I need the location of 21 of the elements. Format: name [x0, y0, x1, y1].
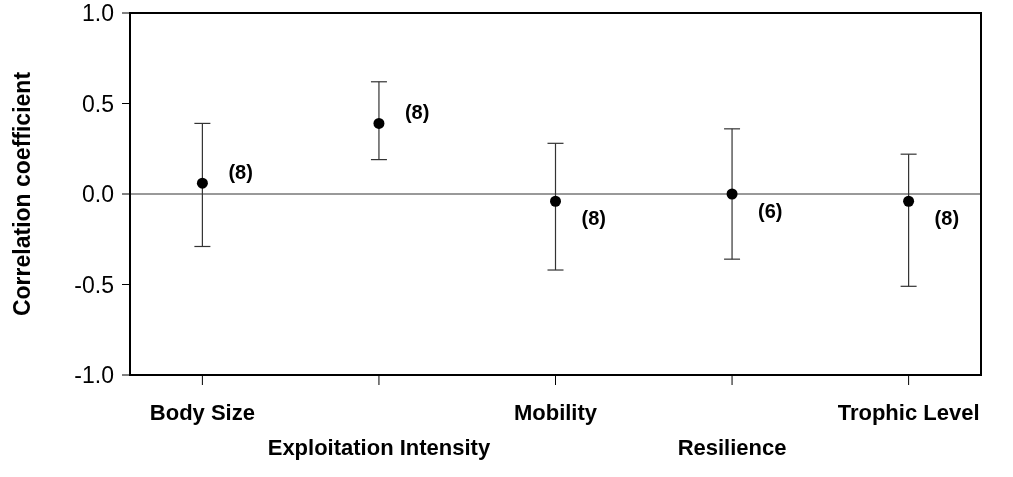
- annotation: (8): [934, 207, 960, 230]
- y-axis-title: Correlation coefficient: [9, 71, 35, 317]
- y-tick-label: 1.0: [82, 0, 114, 27]
- y-tick-label: 0.5: [82, 90, 114, 117]
- point: [726, 188, 738, 200]
- x-tick-label: Body Size: [149, 400, 255, 425]
- point: [903, 195, 915, 207]
- y-tick-label: -1.0: [74, 362, 114, 389]
- annotation: (8): [581, 207, 606, 230]
- annotation: (8): [404, 101, 430, 124]
- point: [550, 195, 561, 207]
- x-tick-label: Trophic Level: [837, 400, 980, 425]
- y-tick-label: 0.0: [82, 181, 114, 208]
- x-tick-label: Mobility: [513, 400, 598, 425]
- y-tick-label: -0.5: [74, 271, 114, 298]
- point: [196, 177, 208, 189]
- x-tick-label: Resilience: [677, 435, 787, 460]
- annotation: (6): [758, 200, 783, 222]
- point: [373, 117, 385, 129]
- annotation: (8): [228, 161, 253, 184]
- x-tick-label: Exploitation Intensity: [267, 435, 491, 460]
